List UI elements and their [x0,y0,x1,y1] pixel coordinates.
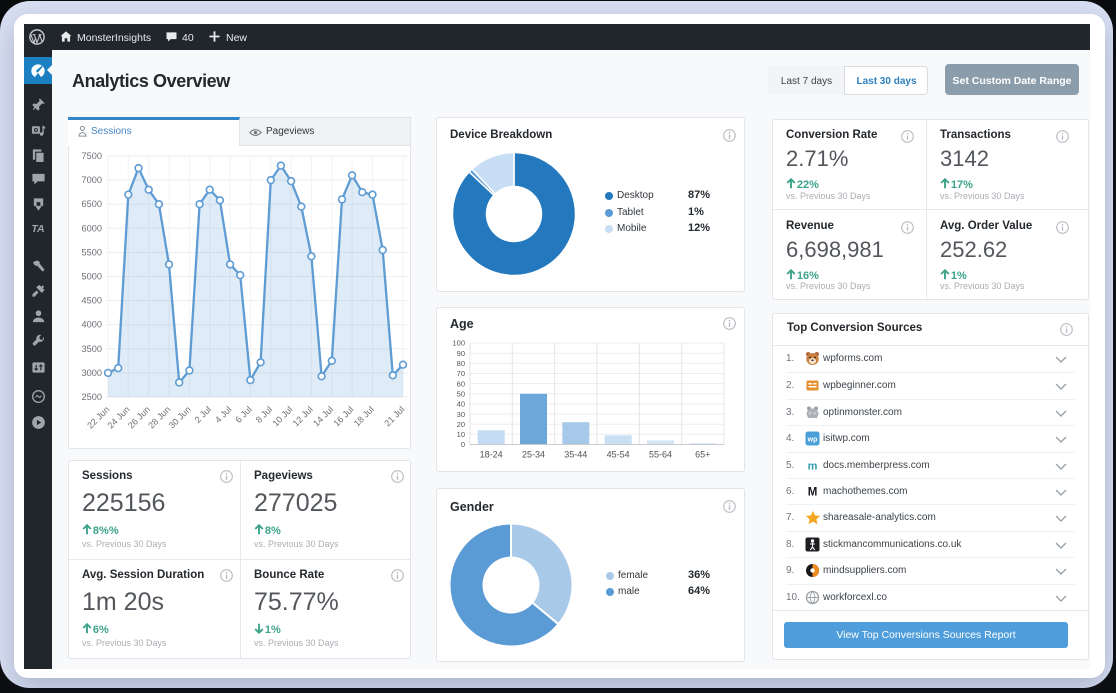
svg-text:M: M [808,486,818,498]
svg-text:60: 60 [457,379,465,388]
svg-text:30: 30 [457,410,465,419]
svg-text:2500: 2500 [82,392,102,402]
svg-text:65+: 65+ [695,450,710,460]
svg-text:100: 100 [452,339,465,348]
svg-text:7000: 7000 [82,175,102,185]
svg-text:4500: 4500 [82,296,102,306]
svg-text:10: 10 [457,430,465,439]
svg-text:16 Jul: 16 Jul [331,404,355,428]
svg-text:25-34: 25-34 [522,450,545,460]
svg-text:35-44: 35-44 [564,450,587,460]
svg-text:m: m [808,460,818,472]
svg-text:18-24: 18-24 [480,450,503,460]
svg-text:12 Jul: 12 Jul [291,404,315,428]
svg-text:5000: 5000 [82,272,102,282]
svg-text:0: 0 [461,440,465,449]
svg-text:14 Jul: 14 Jul [311,404,335,428]
svg-text:30 Jun: 30 Jun [167,404,193,430]
svg-text:90: 90 [457,349,465,358]
svg-text:55-64: 55-64 [649,450,672,460]
svg-text:50: 50 [457,390,465,399]
svg-text:6500: 6500 [82,199,102,209]
svg-text:6000: 6000 [82,223,102,233]
svg-text:wp: wp [807,437,818,444]
svg-text:40: 40 [457,400,465,409]
svg-text:5500: 5500 [82,247,102,257]
svg-text:10 Jul: 10 Jul [270,404,294,428]
svg-text:4 Jul: 4 Jul [213,404,234,425]
svg-text:21 Jul: 21 Jul [382,404,406,428]
svg-text:80: 80 [457,359,465,368]
svg-text:2 Jul: 2 Jul [193,404,214,425]
svg-text:4000: 4000 [82,320,102,330]
svg-text:3000: 3000 [82,368,102,378]
svg-text:45-54: 45-54 [607,450,630,460]
svg-text:70: 70 [457,369,465,378]
svg-text:6 Jul: 6 Jul [233,404,254,425]
svg-text:7500: 7500 [82,151,102,161]
svg-text:18 Jul: 18 Jul [352,404,376,428]
svg-text:3500: 3500 [82,344,102,354]
svg-text:20: 20 [457,420,465,429]
